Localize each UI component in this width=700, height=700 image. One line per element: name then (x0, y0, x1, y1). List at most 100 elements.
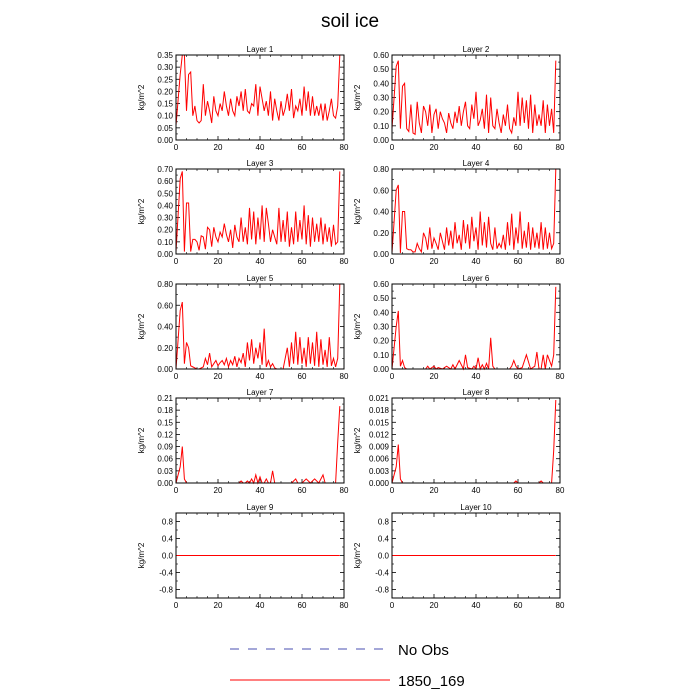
y-axis-label: kg/m^2 (137, 427, 146, 453)
y-tick-label: 0.10 (157, 238, 173, 247)
y-tick-label: 0.00 (373, 365, 389, 374)
y-tick-label: 0.25 (157, 75, 173, 84)
y-tick-label: 0.12 (157, 430, 173, 439)
y-tick-label: 0.03 (157, 467, 173, 476)
y-tick-label: 0.10 (373, 351, 389, 360)
panel-title: Layer 4 (463, 159, 490, 168)
x-tick-label: 80 (340, 257, 349, 266)
y-tick-label: -0.8 (159, 586, 173, 595)
y-tick-label: 0.21 (157, 394, 173, 403)
x-tick-label: 0 (174, 257, 179, 266)
y-tick-label: 0.40 (373, 79, 389, 88)
x-tick-label: 40 (472, 601, 481, 610)
panel-title: Layer 8 (463, 388, 490, 397)
x-tick-label: 80 (340, 372, 349, 381)
y-axis-label: kg/m^2 (137, 84, 146, 110)
y-tick-label: 0.00 (157, 136, 173, 145)
panel-title: Layer 7 (247, 388, 274, 397)
x-tick-label: 20 (430, 372, 439, 381)
x-tick-label: 0 (390, 143, 395, 152)
y-tick-label: 0.0 (162, 552, 174, 561)
y-axis-label: kg/m^2 (137, 542, 146, 568)
y-tick-label: 0.00 (373, 136, 389, 145)
y-tick-label: -0.8 (375, 586, 389, 595)
y-axis-label: kg/m^2 (137, 313, 146, 339)
panel-title: Layer 10 (460, 503, 492, 512)
x-tick-label: 80 (556, 486, 565, 495)
panel-layer-1: Layer 1 kg/m^2 0 20 40 60 80 0.00 0.05 0.10 0.15 0.… (137, 45, 349, 152)
y-tick-label: 0.000 (369, 479, 390, 488)
y-tick-label: 0.30 (157, 214, 173, 223)
y-tick-label: 0.80 (373, 165, 389, 174)
y-tick-label: 0.012 (369, 430, 390, 439)
panel-title: Layer 6 (463, 274, 490, 283)
x-tick-label: 80 (556, 372, 565, 381)
panel-layer-9: Layer 9 kg/m^2 0 20 40 60 80 -0.8 -0.4 0.0 0.4 0.8 (137, 503, 349, 610)
x-tick-label: 60 (514, 486, 523, 495)
y-tick-label: 0.40 (373, 208, 389, 217)
panel-title: Layer 1 (247, 45, 274, 54)
y-tick-label: 0.60 (373, 280, 389, 289)
y-tick-label: -0.4 (159, 569, 173, 578)
x-tick-label: 60 (298, 486, 307, 495)
x-tick-label: 20 (214, 372, 223, 381)
y-axis-label: kg/m^2 (353, 198, 362, 224)
x-tick-label: 80 (556, 143, 565, 152)
x-tick-label: 60 (298, 143, 307, 152)
series-line-layer-1 (176, 55, 340, 125)
plot-frame (176, 55, 344, 140)
x-tick-label: 0 (174, 143, 179, 152)
y-tick-label: 0.30 (157, 63, 173, 72)
x-tick-label: 20 (430, 601, 439, 610)
y-tick-label: 0.60 (157, 177, 173, 186)
plot-frame (392, 398, 560, 483)
y-tick-label: 0.18 (157, 406, 173, 415)
plot-frame (392, 169, 560, 254)
y-axis-label: kg/m^2 (353, 542, 362, 568)
x-tick-label: 60 (514, 372, 523, 381)
x-tick-label: 60 (298, 372, 307, 381)
y-tick-label: -0.4 (375, 569, 389, 578)
y-tick-label: 0.40 (157, 201, 173, 210)
x-tick-label: 80 (556, 601, 565, 610)
x-tick-label: 40 (256, 257, 265, 266)
plot-frame (392, 284, 560, 369)
x-tick-label: 80 (556, 257, 565, 266)
x-tick-label: 80 (340, 601, 349, 610)
y-tick-label: 0.50 (373, 294, 389, 303)
panel-layer-3: Layer 3kg/m^20 20 40 60 800.000.100.200.300.… (137, 159, 349, 266)
x-tick-label: 40 (472, 372, 481, 381)
y-tick-label: 0.60 (373, 186, 389, 195)
x-tick-label: 40 (256, 486, 265, 495)
x-tick-label: 40 (256, 143, 265, 152)
y-axis-label: kg/m^2 (137, 198, 146, 224)
x-tick-label: 40 (472, 486, 481, 495)
x-tick-label: 60 (514, 257, 523, 266)
legend-label-no-obs: No Obs (398, 642, 449, 659)
x-tick-label: 20 (214, 143, 223, 152)
x-tick-label: 0 (390, 601, 395, 610)
y-tick-label: 0.006 (369, 455, 390, 464)
x-tick-label: 0 (390, 372, 395, 381)
y-tick-label: 0.15 (157, 100, 173, 109)
x-tick-label: 40 (472, 257, 481, 266)
plot-frame (176, 398, 344, 483)
y-tick-label: 0.018 (369, 406, 390, 415)
y-tick-label: 0.40 (157, 323, 173, 332)
series-line-layer-7 (176, 406, 340, 483)
panel-layer-4: Layer 4kg/m^20 20 40 60 800.000.200.400.600.… (353, 159, 565, 266)
y-tick-label: 0.021 (369, 394, 390, 403)
y-tick-label: 0.30 (373, 323, 389, 332)
y-tick-label: 0.20 (373, 337, 389, 346)
y-tick-label: 0.70 (157, 165, 173, 174)
y-tick-label: 0.50 (373, 65, 389, 74)
y-tick-label: 0.05 (157, 124, 173, 133)
x-tick-label: 60 (298, 601, 307, 610)
x-tick-label: 20 (430, 486, 439, 495)
y-tick-label: 0.06 (157, 455, 173, 464)
y-tick-label: 0.8 (378, 518, 390, 527)
x-tick-label: 20 (430, 257, 439, 266)
x-tick-label: 0 (174, 601, 179, 610)
panel-layer-7: Layer 7 kg/m^2 0 20 40 60 80 0.00 0.03 0.06 0.09 0.… (137, 388, 349, 495)
series-line-layer-6 (392, 287, 556, 369)
